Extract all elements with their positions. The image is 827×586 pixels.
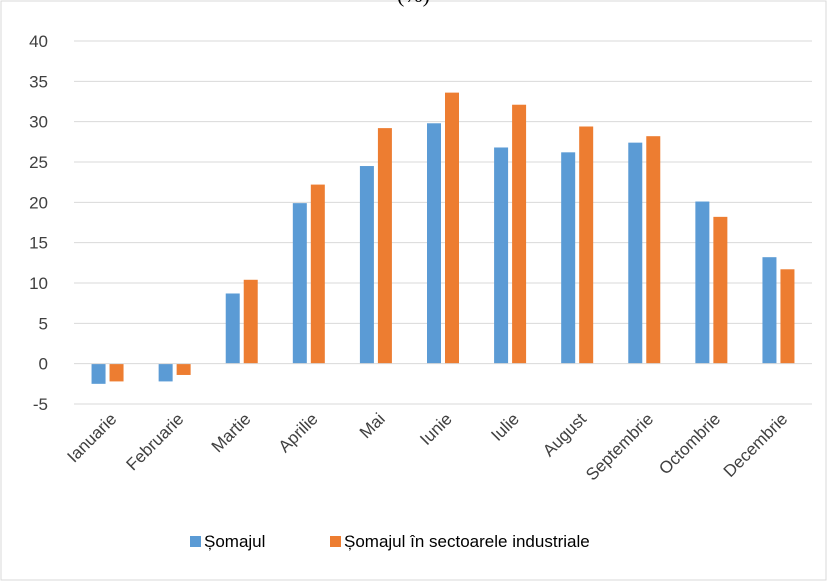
legend: Șomajul Șomajul în sectoarele industriale <box>190 532 590 551</box>
legend-swatch-0 <box>190 536 201 547</box>
y-tick-label: 5 <box>39 314 48 333</box>
bar-somajul-industrial-3 <box>310 184 325 364</box>
y-axis-ticks: 40 35 30 25 20 15 10 5 0 -5 <box>29 32 48 414</box>
x-tick-label: Septembrie <box>582 409 657 484</box>
bar-somajul-8 <box>628 142 643 364</box>
legend-label-1: Șomajul în sectoarele industriale <box>344 532 590 551</box>
gridlines <box>74 40 812 405</box>
y-tick-label: 25 <box>29 153 48 172</box>
y-tick-label: 20 <box>29 193 48 212</box>
legend-label-0: Șomajul <box>204 532 265 551</box>
bar-somajul-0 <box>91 363 106 384</box>
x-tick-label: Aprilie <box>275 409 322 456</box>
y-tick-label: 10 <box>29 274 48 293</box>
x-tick-label: August <box>539 409 590 460</box>
bar-somajul-industrial-2 <box>243 279 258 364</box>
y-tick-label: 0 <box>39 355 48 374</box>
x-tick-label: Iulie <box>487 409 522 444</box>
bar-somajul-3 <box>292 203 307 364</box>
bar-somajul-4 <box>359 166 374 364</box>
x-tick-label: Iunie <box>416 409 456 449</box>
bar-somajul-2 <box>225 293 240 364</box>
bar-somajul-1 <box>158 363 173 382</box>
bar-somajul-industrial-1 <box>176 363 191 375</box>
bar-somajul-industrial-4 <box>377 128 392 364</box>
legend-swatch-1 <box>330 536 341 547</box>
y-tick-label: 15 <box>29 234 48 253</box>
bar-somajul-industrial-10 <box>780 269 795 364</box>
bar-somajul-10 <box>762 257 777 364</box>
bar-somajul-6 <box>494 147 509 364</box>
bars <box>91 92 795 384</box>
y-tick-label: -5 <box>33 395 48 414</box>
bar-somajul-5 <box>427 123 441 364</box>
bar-somajul-9 <box>695 201 710 364</box>
x-tick-label: Ianuarie <box>63 409 120 466</box>
y-tick-label: 30 <box>29 113 48 132</box>
x-tick-label: Octombrie <box>655 409 724 478</box>
x-axis-labels: Ianuarie Februarie Martie Aprilie Mai Iunie Iu… <box>63 409 791 484</box>
x-tick-label: Martie <box>208 409 255 456</box>
bar-somajul-industrial-6 <box>512 104 527 364</box>
x-tick-label: Mai <box>356 409 389 442</box>
chart-title: (%) <box>0 0 827 8</box>
bar-somajul-industrial-0 <box>109 363 124 382</box>
bar-somajul-industrial-9 <box>713 216 728 364</box>
bar-somajul-industrial-8 <box>646 136 661 364</box>
y-tick-label: 40 <box>29 32 48 51</box>
y-tick-label: 35 <box>29 72 48 91</box>
x-tick-label: Decembrie <box>720 409 792 481</box>
x-tick-label: Februarie <box>123 409 188 474</box>
bar-somajul-industrial-7 <box>579 126 594 364</box>
bar-somajul-7 <box>561 152 576 364</box>
bar-somajul-industrial-5 <box>445 92 459 364</box>
